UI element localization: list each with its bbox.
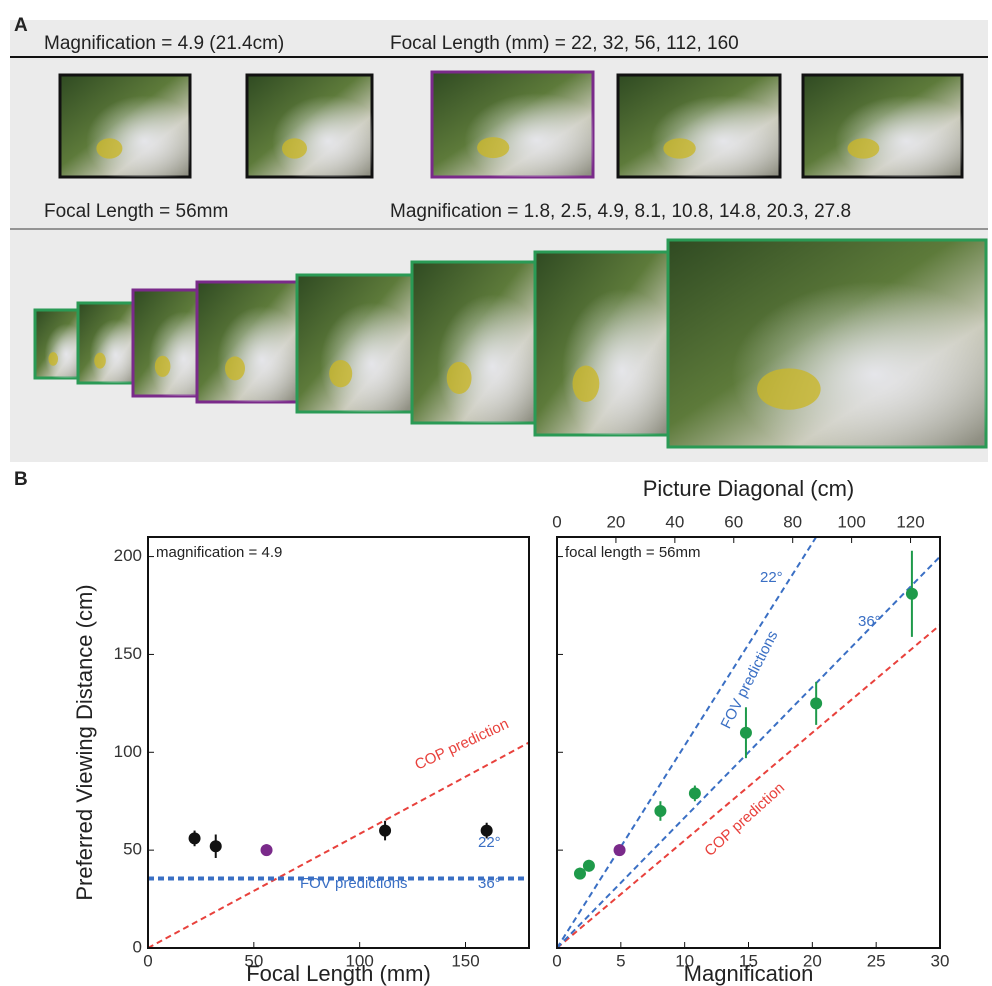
y-tick-label: 100 [114, 742, 142, 761]
x2-tick-label: 80 [783, 512, 802, 531]
plot-frame [147, 536, 530, 949]
x-axis-label: Focal Length (mm) [246, 961, 431, 986]
point [379, 824, 392, 837]
line-label: 36° [858, 613, 881, 630]
plot-frame [556, 536, 941, 949]
caption: Magnification = 1.8, 2.5, 4.9, 8.1, 10.8… [390, 201, 851, 222]
point [209, 840, 222, 853]
y-axis-label: Preferred Viewing Distance (cm) [72, 584, 97, 900]
caption: Magnification = 4.9 (21.4cm) [44, 33, 284, 54]
x-tick-label: 25 [867, 951, 886, 970]
x-tick-label: 50 [244, 951, 263, 970]
photo-yellow [446, 361, 472, 395]
prediction-line [557, 555, 940, 948]
line-label: 22° [478, 834, 501, 851]
point [739, 726, 752, 739]
x-tick-label: 0 [552, 951, 561, 970]
photo-flowers [60, 75, 190, 177]
photos [33, 70, 988, 449]
x-axis-label: Magnification [684, 961, 814, 986]
photo-yellow [225, 356, 245, 381]
annotation: magnification = 4.9 [156, 544, 282, 561]
photo-flowers [412, 262, 536, 423]
prediction-line [557, 537, 818, 948]
x2-tick-label: 120 [896, 512, 924, 531]
x-tick-label: 100 [345, 951, 373, 970]
x2-tick-label: 0 [552, 512, 561, 531]
point [654, 805, 667, 817]
x-tick-label: 20 [803, 951, 822, 970]
point [810, 697, 823, 710]
x-tick-label: 15 [739, 951, 758, 970]
photo-yellow [663, 138, 696, 159]
line-label: 36° [478, 875, 501, 892]
point [582, 859, 595, 872]
scatter-chart: 0 5 10 15 20 25 30 0 20 40 60 80 100 120 Picture Diago… [552, 476, 949, 986]
line-label: COP prediction [701, 779, 788, 860]
photo-flowers [618, 75, 780, 177]
y-tick-label: 150 [114, 644, 142, 663]
photo-yellow [154, 355, 171, 377]
x2-tick-label: 100 [837, 512, 865, 531]
photo-flowers [432, 72, 593, 177]
photo-flowers [35, 310, 83, 378]
x-tick-label: 30 [931, 951, 950, 970]
point [260, 844, 273, 857]
y-tick-label: 50 [123, 840, 142, 859]
point [905, 587, 918, 600]
photo-yellow [477, 137, 510, 159]
photo-flowers [535, 252, 669, 435]
y-tick-label: 0 [133, 937, 142, 956]
x2-tick-label: 60 [724, 512, 743, 531]
panel-label: B [14, 469, 28, 490]
photo-yellow [572, 365, 600, 403]
caption: Focal Length = 56mm [44, 201, 228, 222]
photo-flowers [297, 275, 412, 412]
photo-flowers [668, 240, 986, 447]
x2-axis-label: Picture Diagonal (cm) [643, 476, 855, 501]
x2-tick-label: 40 [665, 512, 684, 531]
x-tick-label: 5 [616, 951, 625, 970]
prediction-line [148, 741, 529, 948]
photo-yellow [282, 138, 307, 159]
photo-flowers [197, 282, 297, 402]
scatter-chart: 0 50 100 150 0 50 100 150 200 Focal Length (mm) Pr… [72, 536, 530, 986]
line-label: 22° [760, 569, 783, 586]
point [688, 787, 701, 800]
photo-yellow [847, 138, 880, 159]
x2-tick-label: 20 [606, 512, 625, 531]
photo-yellow [94, 352, 106, 369]
y-tick-label: 200 [114, 546, 142, 565]
point [573, 867, 586, 880]
photo-yellow [48, 352, 59, 366]
photo-flowers [803, 75, 962, 177]
point [480, 824, 493, 837]
photo-flowers [78, 303, 136, 383]
photo-flowers [247, 75, 372, 177]
point [613, 844, 626, 857]
line-label: COP prediction [412, 715, 511, 773]
x-tick-label: 150 [451, 951, 479, 970]
fov-label: FOV predictions [300, 875, 408, 892]
photo-yellow [757, 368, 821, 410]
annotation: focal length = 56mm [565, 544, 701, 561]
caption: Focal Length (mm) = 22, 32, 56, 112, 160 [390, 33, 739, 54]
photo-yellow [96, 138, 123, 159]
x-tick-label: 0 [143, 951, 152, 970]
point [188, 832, 201, 845]
panel-label: A [14, 15, 28, 36]
photo-yellow [329, 359, 353, 388]
prediction-line [557, 624, 940, 948]
x-tick-label: 10 [675, 951, 694, 970]
